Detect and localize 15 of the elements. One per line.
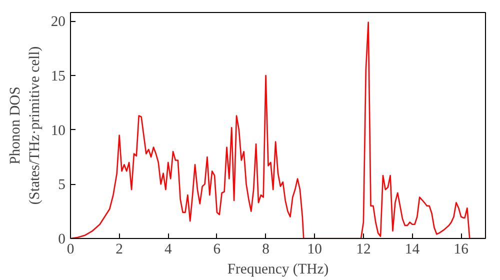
- y-tick-label: 10: [50, 122, 66, 139]
- x-tick-label: 2: [116, 242, 123, 258]
- y-tick-label: 5: [58, 177, 66, 194]
- x-tick-label: 4: [164, 242, 172, 258]
- y-axis-title: Phonon DOS (States/THz·primitive cell): [8, 46, 43, 205]
- x-tick-label: 14: [404, 242, 420, 258]
- y-tick-label: 15: [50, 68, 66, 85]
- x-tick-label: 8: [262, 242, 270, 258]
- x-tick-label: 12: [356, 242, 371, 258]
- x-tick-label: 16: [454, 242, 468, 258]
- y-tick-label: 20: [50, 14, 66, 30]
- x-tick-label: 10: [307, 242, 322, 258]
- x-axis-title: Frequency (THz): [227, 262, 329, 278]
- y-tick-label: 0: [58, 232, 66, 248]
- x-tick-label: 6: [213, 242, 221, 258]
